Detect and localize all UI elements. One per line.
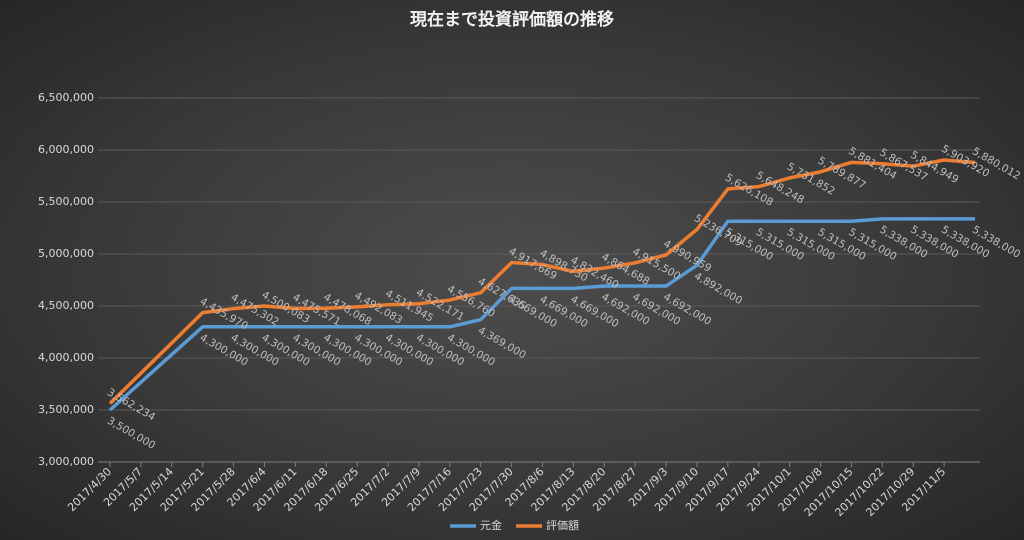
data-label: 4,892,000 [692,270,744,307]
chart-title: 現在まで投資評価額の推移 [410,9,614,30]
y-tick-label: 4,000,000 [38,351,94,364]
y-tick-label: 6,500,000 [38,91,94,104]
legend-label: 元金 [480,518,502,532]
y-tick-label: 3,000,000 [38,455,94,468]
y-tick-label: 6,000,000 [38,143,94,156]
y-tick-label: 5,000,000 [38,247,94,260]
y-tick-label: 4,500,000 [38,299,94,312]
line-series [108,158,976,405]
y-tick-label: 5,500,000 [38,195,94,208]
legend-label: 評価額 [546,518,579,532]
y-tick-label: 3,500,000 [38,403,94,416]
line-series [108,217,975,412]
